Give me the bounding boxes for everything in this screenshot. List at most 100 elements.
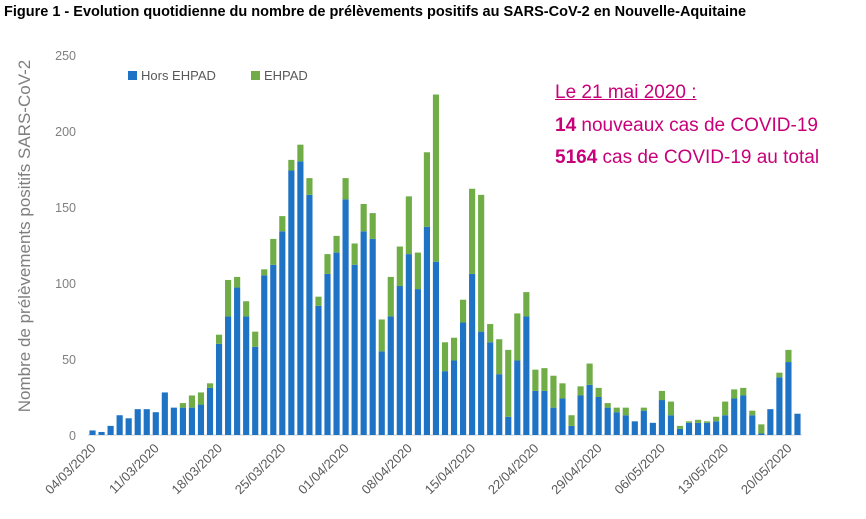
bar-ehpad: [758, 424, 765, 434]
bar-hors-ehpad: [586, 384, 593, 435]
bar-hors-ehpad: [450, 360, 458, 435]
bar-hors-ehpad: [387, 316, 394, 435]
bar-hors-ehpad: [116, 415, 123, 435]
bar-hors-ehpad: [640, 410, 647, 435]
bar-ehpad: [423, 152, 430, 227]
bar-hors-ehpad: [550, 407, 557, 435]
bar-hors-ehpad: [179, 407, 186, 435]
y-tick-label: 150: [55, 201, 76, 215]
bar-hors-ehpad: [595, 397, 602, 435]
bar-hors-ehpad: [324, 273, 331, 435]
annotation-new-cases: 14 nouveaux cas de COVID-19: [555, 115, 818, 137]
x-axis-ticks: 04/03/2020 11/03/2020 18/03/2020 25/03/2020…: [42, 441, 795, 498]
annotation-total-cases: 5164 cas de COVID-19 au total: [555, 147, 819, 169]
bar-hors-ehpad: [496, 374, 503, 435]
bar-ehpad: [568, 415, 575, 426]
bar-ehpad: [387, 276, 394, 317]
y-axis-label-group: Nombre de prélèvements positifs SARS-CoV…: [15, 60, 34, 412]
bar-hors-ehpad: [767, 409, 774, 435]
bar-ehpad: [586, 363, 593, 385]
bar-ehpad: [622, 407, 629, 416]
x-tick-label: 01/04/2020: [295, 441, 352, 498]
bar-hors-ehpad: [613, 412, 620, 435]
bar-hors-ehpad: [694, 422, 702, 435]
bar-hors-ehpad: [315, 305, 322, 435]
bar-ehpad: [731, 389, 738, 399]
bar-hors-ehpad: [722, 415, 729, 435]
bar-ehpad: [378, 319, 385, 352]
bar-ehpad: [441, 342, 449, 372]
bar-hors-ehpad: [622, 415, 629, 435]
bar-hors-ehpad: [685, 422, 693, 435]
bar-hors-ehpad: [225, 316, 232, 435]
bar-hors-ehpad: [414, 289, 421, 435]
bar-ehpad: [604, 403, 611, 408]
annotation-header: Le 21 mai 2020 :: [555, 82, 697, 103]
bar-ehpad: [577, 386, 584, 396]
bars: [89, 94, 801, 435]
annotation-new-cases-text: nouveaux cas de COVID-19: [576, 115, 818, 136]
bar-hors-ehpad: [342, 199, 349, 435]
bar-ehpad: [188, 395, 196, 408]
bar-hors-ehpad: [360, 231, 367, 435]
x-tick-label: 11/03/2020: [106, 441, 162, 497]
bar-hors-ehpad: [731, 398, 738, 435]
bar-ehpad: [225, 279, 232, 317]
bar-hors-ehpad: [288, 170, 295, 435]
y-tick-label: 50: [62, 353, 76, 367]
annotation-total-cases-value: 5164: [555, 147, 598, 168]
bar-hors-ehpad: [107, 425, 114, 435]
bar-ehpad: [252, 331, 259, 347]
bar-hors-ehpad: [758, 433, 765, 435]
x-tick-label: 25/03/2020: [232, 441, 289, 498]
bar-hors-ehpad: [658, 400, 665, 435]
bar-ehpad: [324, 254, 331, 274]
bar-hors-ehpad: [776, 377, 783, 435]
bar-ehpad: [469, 188, 476, 274]
bar-ehpad: [776, 372, 783, 378]
bar-ehpad: [215, 334, 223, 344]
annotation-new-cases-value: 14: [555, 115, 577, 136]
bar-ehpad: [740, 387, 747, 396]
x-tick-label: 06/05/2020: [611, 441, 668, 498]
bar-hors-ehpad: [604, 407, 611, 435]
bar-hors-ehpad: [188, 407, 196, 435]
bar-hors-ehpad: [487, 342, 494, 435]
bar-ehpad: [523, 292, 530, 317]
legend: Hors EHPAD EHPAD: [128, 68, 308, 83]
bar-ehpad: [505, 349, 512, 417]
bar-hors-ehpad: [749, 415, 756, 435]
bar-ehpad: [749, 410, 756, 416]
bar-ehpad: [279, 216, 286, 232]
bar-hors-ehpad: [297, 161, 304, 435]
bar-ehpad: [658, 390, 665, 401]
bar-ehpad: [667, 401, 675, 416]
bar-ehpad: [722, 401, 729, 416]
bar-ehpad: [306, 178, 313, 195]
bar-ehpad: [197, 392, 205, 405]
bar-ehpad: [514, 313, 521, 361]
bar-hors-ehpad: [631, 421, 638, 435]
bar-hors-ehpad: [568, 425, 575, 435]
bar-hors-ehpad: [559, 398, 566, 435]
x-tick-label: 04/03/2020: [42, 441, 99, 498]
bar-hors-ehpad: [134, 409, 141, 435]
bar-ehpad: [261, 269, 268, 276]
bar-ehpad: [297, 144, 304, 162]
x-tick-label: 13/05/2020: [675, 441, 732, 498]
bar-ehpad: [315, 296, 322, 306]
bar-ehpad: [270, 238, 277, 265]
x-tick-label: 22/04/2020: [485, 441, 542, 498]
bar-hors-ehpad: [432, 261, 440, 435]
x-tick-label: 20/05/2020: [738, 441, 795, 498]
bar-hors-ehpad: [234, 287, 241, 435]
bar-hors-ehpad: [541, 390, 548, 435]
legend-swatch: [128, 71, 137, 80]
y-tick-label: 100: [55, 277, 76, 291]
x-tick-label: 18/03/2020: [169, 441, 226, 498]
bar-ehpad: [206, 383, 214, 388]
bar-hors-ehpad: [505, 416, 512, 435]
bar-ehpad: [450, 337, 458, 361]
bar-hors-ehpad: [197, 404, 205, 435]
